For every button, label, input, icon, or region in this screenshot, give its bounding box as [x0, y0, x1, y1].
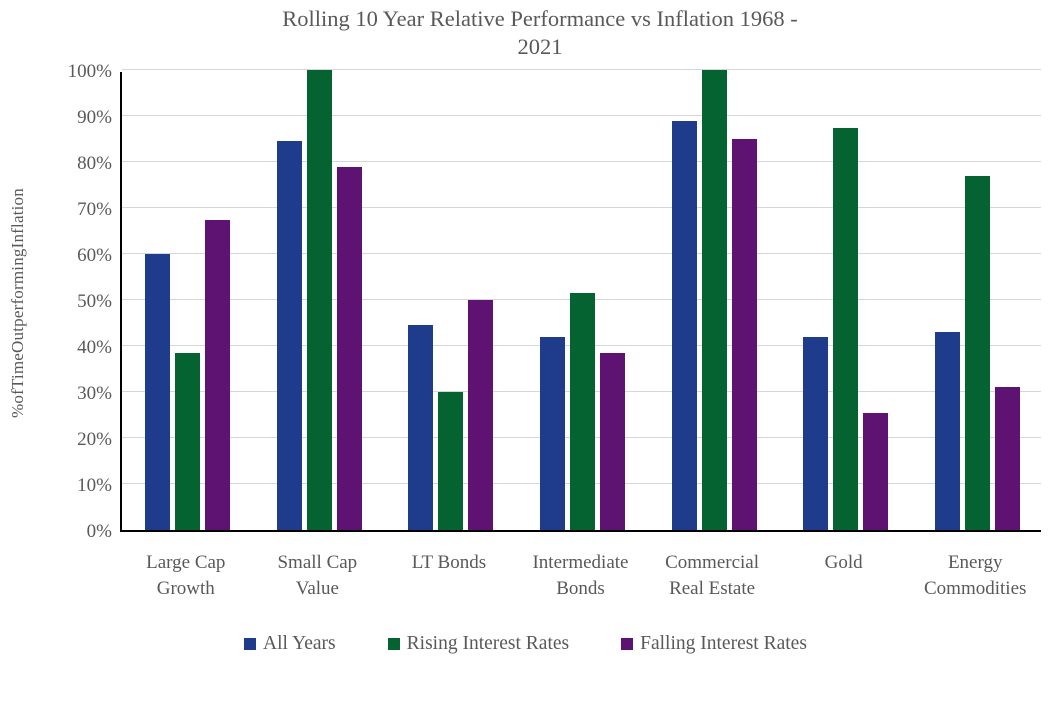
- bar-rising-interest-rates: [833, 127, 859, 530]
- bar-all-years: [145, 254, 171, 530]
- legend: All Years Rising Interest Rates Falling In…: [0, 633, 1051, 655]
- bar-group-large-cap-growth: [122, 72, 254, 530]
- gridline-60: [122, 253, 1041, 254]
- bar-group-commercial-real-estate: [648, 70, 780, 530]
- bar-all-years: [803, 336, 829, 530]
- bar-rising-interest-rates: [306, 70, 332, 530]
- bar-group-gold: [780, 72, 912, 530]
- bar-group-intermediate-bonds: [517, 72, 649, 530]
- bar-falling-interest-rates: [468, 300, 494, 530]
- chart-title: Rolling 10 Year Relative Performance vs …: [60, 5, 1020, 61]
- source-note: Source: TPWM, St Louis Federal Reserve, …: [57, 668, 1017, 717]
- y-tick-label-20: 20%: [77, 429, 112, 450]
- legend-item-rising-interest-rates: Rising Interest Rates: [387, 633, 570, 655]
- bar-all-years: [934, 332, 960, 530]
- bar-falling-interest-rates: [863, 412, 889, 530]
- legend-swatch-icon: [387, 638, 400, 650]
- y-tick-label-0: 0%: [86, 521, 112, 542]
- gridline-70: [122, 207, 1041, 208]
- bar-rising-interest-rates: [701, 70, 727, 530]
- legend-label: Falling Interest Rates: [640, 633, 807, 654]
- chart-title-line2: 2021: [517, 34, 563, 59]
- bar-falling-interest-rates: [731, 139, 757, 530]
- legend-label: Rising Interest Rates: [406, 633, 570, 654]
- gridline-100: [122, 69, 1041, 70]
- x-category-label-large-cap-growth: Large Cap Growth: [146, 552, 226, 599]
- bar-rising-interest-rates: [569, 293, 595, 530]
- bar-group-small-cap-value: [254, 70, 386, 530]
- y-tick-label-80: 80%: [77, 153, 112, 174]
- gridline-80: [122, 161, 1041, 162]
- legend-label: All Years: [263, 633, 336, 654]
- x-category-label-small-cap-value: Small Cap Value: [277, 552, 358, 599]
- x-category-label-commercial-real-estate: Commercial Real Estate: [665, 552, 760, 599]
- bar-falling-interest-rates: [205, 219, 231, 530]
- bar-group-lt-bonds: [385, 72, 517, 530]
- x-category-label-gold: Gold: [824, 552, 863, 573]
- bar-all-years: [539, 336, 565, 530]
- bar-rising-interest-rates: [964, 175, 990, 530]
- bar-falling-interest-rates: [994, 387, 1020, 530]
- bar-falling-interest-rates: [336, 166, 362, 530]
- y-tick-label-30: 30%: [77, 383, 112, 404]
- y-tick-label-40: 40%: [77, 337, 112, 358]
- gridline-90: [122, 115, 1041, 116]
- legend-item-all-years: All Years: [244, 633, 336, 655]
- bar-rising-interest-rates: [175, 352, 201, 530]
- y-tick-label-90: 90%: [77, 107, 112, 128]
- legend-swatch-icon: [244, 638, 257, 650]
- bar-falling-interest-rates: [599, 352, 625, 530]
- legend-swatch-icon: [621, 638, 634, 650]
- bar-all-years: [408, 325, 434, 530]
- y-tick-label-60: 60%: [77, 245, 112, 266]
- legend-item-falling-interest-rates: Falling Interest Rates: [621, 633, 807, 655]
- bar-group-energy-commodities: [911, 72, 1043, 530]
- y-tick-label-50: 50%: [77, 291, 112, 312]
- chart-title-line1: Rolling 10 Year Relative Performance vs …: [282, 6, 798, 31]
- y-tick-label-10: 10%: [77, 475, 112, 496]
- plot-area: [120, 69, 1043, 532]
- bar-rising-interest-rates: [438, 392, 464, 530]
- x-category-label-intermediate-bonds: Intermediate Bonds: [532, 552, 629, 599]
- y-tick-label-100: 100%: [67, 61, 112, 82]
- x-category-label-energy-commodities: Energy Commodities: [924, 552, 1027, 599]
- bar-all-years: [671, 120, 697, 530]
- x-category-label-lt-bonds: LT Bonds: [411, 552, 487, 573]
- bar-all-years: [276, 141, 302, 530]
- y-tick-label-70: 70%: [77, 199, 112, 220]
